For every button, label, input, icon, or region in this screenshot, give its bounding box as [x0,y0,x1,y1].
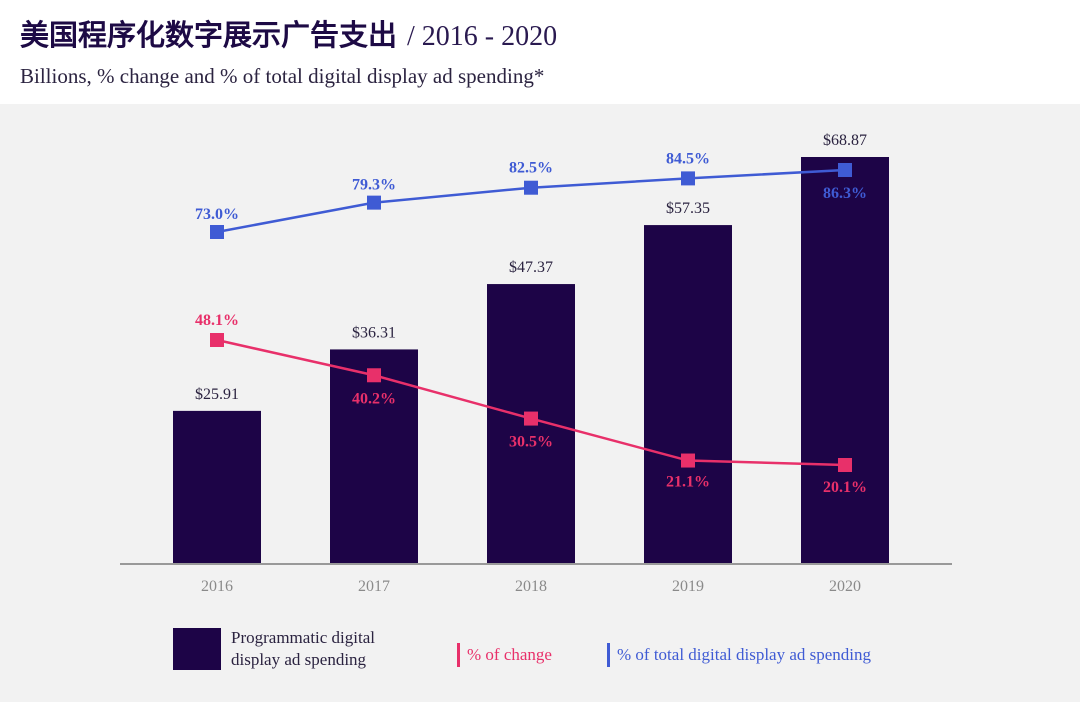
bar-value-label-2017: $36.31 [352,324,396,341]
legend-share: % of total digital display ad spending [607,643,871,667]
bar-value-label-2020: $68.87 [823,132,867,149]
x-tick-label-2016: 2016 [201,578,233,595]
change-label-2018: 30.5% [509,434,553,451]
legend-change-swatch [457,643,460,667]
share-label-2018: 82.5% [509,160,553,177]
share-marker-2020 [838,163,852,177]
change-label-2020: 20.1% [823,479,867,496]
share-marker-2016 [210,225,224,239]
chart-subtitle: Billions, % change and % of total digita… [20,64,545,88]
chart-title: 美国程序化数字展示广告支出 [20,18,398,52]
x-tick-label-2017: 2017 [358,578,390,595]
bar-value-label-2018: $47.37 [509,259,553,276]
title-row: 美国程序化数字展示广告支出 / 2016 - 2020 [20,12,557,54]
bar-value-label-2016: $25.91 [195,386,239,403]
change-label-2019: 21.1% [666,474,710,491]
change-marker-2018 [524,411,538,426]
share-marker-2019 [681,171,695,186]
x-tick-label-2020: 2020 [829,578,861,595]
legend-bars-label: Programmatic digital display ad spending [231,628,375,669]
change-marker-2016 [210,333,224,347]
bar-2017 [330,349,418,564]
legend-bars: Programmatic digital display ad spending [173,627,401,671]
change-marker-2017 [367,368,381,383]
bar-2019 [644,225,732,564]
change-marker-2019 [681,453,695,468]
share-label-2019: 84.5% [666,150,710,167]
legend-share-label: % of total digital display ad spending [617,645,872,664]
change-marker-2020 [838,458,852,472]
share-marker-2018 [524,180,538,195]
share-label-2017: 79.3% [352,177,396,194]
change-label-2017: 40.2% [352,390,396,407]
legend-change: % of change [457,643,552,667]
share-label-2020: 86.3% [823,185,867,202]
bar-2016 [173,410,261,564]
legend-change-label: % of change [467,645,552,664]
bar-value-label-2019: $57.35 [666,200,710,217]
x-tick-label-2019: 2019 [672,578,704,595]
x-tick-label-2018: 2018 [515,578,547,595]
legend-share-swatch [607,643,610,667]
change-label-2016: 48.1% [195,312,239,329]
legend-bars-swatch [173,628,221,670]
share-label-2016: 73.0% [195,206,239,223]
share-marker-2017 [367,195,381,210]
bar-2020 [801,157,889,564]
share-line [216,168,846,234]
date-range: / 2016 - 2020 [407,21,558,52]
